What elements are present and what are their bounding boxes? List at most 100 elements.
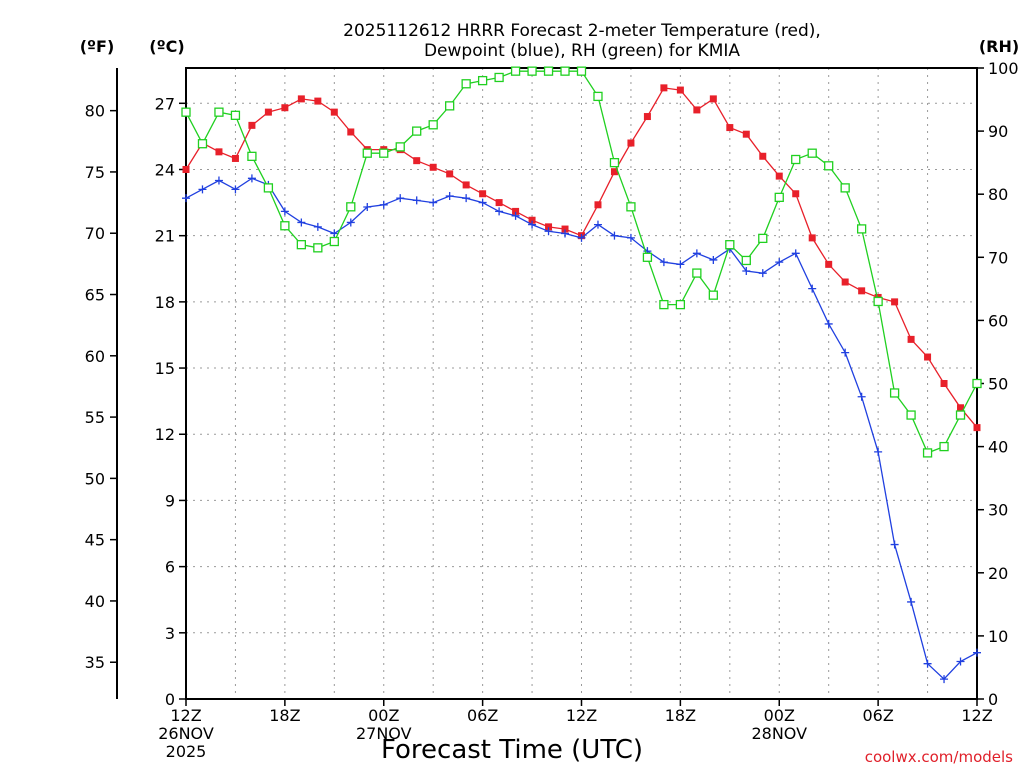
2-meter-temperature-point: [610, 168, 618, 176]
fahrenheit-tick-label: 55: [85, 408, 105, 427]
celsius-tick-label: 3: [165, 624, 175, 643]
2-meter-temperature-point: [545, 223, 553, 231]
2-meter-temperature-point: [281, 104, 289, 112]
rh-point: [955, 410, 966, 420]
2-meter-temperature-point: [264, 108, 272, 116]
2-meter-temperature-point: [594, 201, 602, 209]
rh-tick-label: 80: [988, 185, 1008, 204]
rh-tick-label: 70: [988, 248, 1008, 267]
dewpoint-point: [495, 207, 504, 216]
dewpoint-point: [462, 194, 471, 203]
rh-point: [708, 290, 718, 300]
dewpoint-point: [824, 319, 833, 328]
x-tick-label: 00Z: [764, 706, 795, 725]
celsius-tick-label: 6: [165, 558, 175, 577]
dewpoint-point: [890, 540, 899, 549]
2-meter-temperature-point: [561, 225, 569, 233]
2-meter-temperature-point: [808, 234, 816, 242]
rh-point: [230, 110, 241, 120]
2-meter-temperature-point: [215, 148, 223, 156]
dewpoint-point: [841, 348, 850, 357]
rh-point: [807, 148, 817, 158]
rh-point: [494, 72, 504, 83]
2-meter-temperature-point: [182, 165, 190, 173]
x-tick-label: 27NOV: [356, 724, 412, 743]
dewpoint-point: [577, 233, 586, 242]
rh-point: [675, 299, 686, 310]
chart-title-line-2: Dewpoint (blue), RH (green) for KMIA: [424, 41, 740, 61]
rh-series: [181, 66, 982, 458]
fahrenheit-tick-label: 80: [85, 102, 105, 121]
rh-point: [428, 120, 438, 130]
dewpoint-point: [692, 249, 701, 258]
rh-tick-label: 60: [988, 311, 1008, 330]
rh-point: [247, 151, 257, 161]
rh-point: [379, 148, 389, 158]
dewpoint-point: [313, 222, 322, 231]
2-meter-temperature-point: [841, 278, 849, 286]
dewpoint-point: [231, 185, 240, 194]
rh-point: [313, 243, 323, 253]
dewpoint-point: [412, 196, 421, 205]
rh-point: [609, 157, 620, 168]
rh-point: [510, 66, 521, 76]
rh-point: [791, 154, 801, 165]
dewpoint-point: [528, 220, 537, 229]
rh-point: [329, 236, 339, 247]
dewpoint-point: [363, 202, 372, 211]
2-meter-temperature-point: [528, 216, 536, 224]
celsius-tick-label: 0: [165, 690, 175, 709]
celsius-tick-label: 24: [155, 160, 175, 179]
dewpoint-point: [775, 258, 784, 267]
dewpoint-point: [973, 648, 981, 657]
rh-unit-label: (RH): [979, 37, 1019, 56]
2-meter-temperature-point: [858, 287, 866, 295]
rh-point: [840, 183, 850, 193]
fahrenheit-tick-label: 75: [85, 163, 105, 182]
fahrenheit-tick-label: 70: [85, 224, 105, 243]
rh-point: [461, 79, 471, 89]
x-tick-label: 06Z: [862, 706, 893, 725]
2-meter-temperature-point: [891, 298, 899, 306]
rh-point: [395, 142, 405, 152]
2-meter-temperature-point: [495, 199, 503, 207]
fahrenheit-tick-label: 40: [85, 592, 105, 611]
rh-tick-label: 50: [988, 375, 1008, 394]
site-credit: coolwx.com/models: [865, 748, 1013, 766]
rh-point: [346, 202, 356, 212]
rh-point: [560, 66, 570, 76]
rh-point: [659, 299, 669, 310]
rh-tick-label: 100: [988, 59, 1019, 78]
x-tick-label: 18Z: [665, 706, 696, 725]
dewpoint-point: [247, 174, 256, 183]
dewpoint-point: [791, 249, 800, 258]
dewpoint-point: [923, 659, 932, 668]
rh-point: [642, 252, 653, 262]
celsius-tick-label: 21: [155, 227, 175, 246]
dewpoint-point: [610, 231, 619, 240]
rh-point: [692, 268, 702, 278]
dewpoint-point: [857, 392, 866, 401]
dewpoint-point: [758, 269, 767, 278]
rh-tick-label: 20: [988, 564, 1008, 583]
dewpoint-point: [429, 198, 438, 207]
celsius-tick-label: 9: [165, 491, 175, 510]
x-tick-label: 18Z: [269, 706, 300, 725]
rh-point: [741, 255, 751, 266]
rh-tick-label: 90: [988, 122, 1008, 141]
rh-point: [543, 66, 554, 76]
rh-tick-label: 30: [988, 501, 1008, 520]
2-meter-temperature-point: [907, 335, 915, 343]
dewpoint-point: [874, 447, 883, 456]
fahrenheit-tick-label: 35: [85, 653, 105, 672]
2-meter-temperature-point: [429, 163, 437, 171]
x-tick-label: 00Z: [368, 706, 399, 725]
dewpoint-point: [445, 191, 454, 200]
rh-point: [626, 202, 636, 212]
rh-point: [856, 224, 867, 234]
rh-point: [873, 296, 883, 307]
dewpoint-point: [659, 258, 668, 267]
2-meter-temperature-point: [479, 190, 487, 198]
dewpoint-point: [478, 198, 487, 207]
